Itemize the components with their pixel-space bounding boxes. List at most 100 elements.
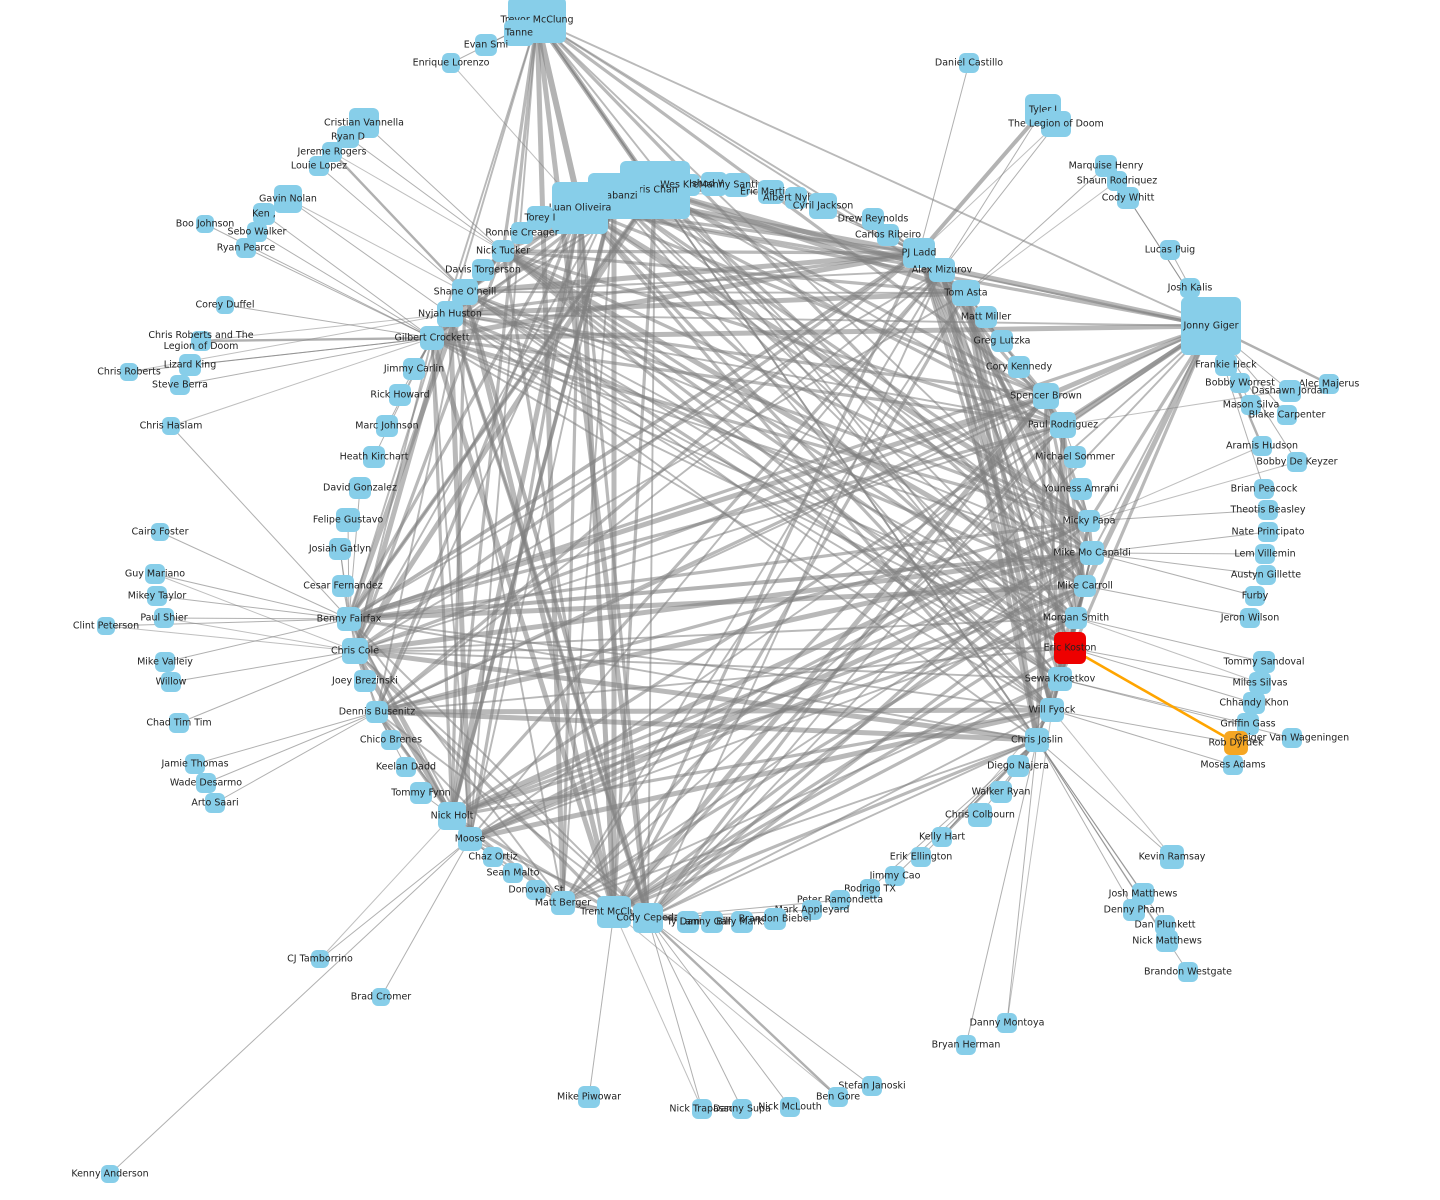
graph-node-paul-rodriguez[interactable] — [1050, 412, 1076, 438]
graph-node-theotis-beasley[interactable] — [1258, 500, 1278, 520]
graph-node-ken[interactable] — [253, 203, 275, 225]
graph-node-willow[interactable] — [161, 672, 181, 692]
graph-node-kelly-hart[interactable] — [932, 827, 952, 847]
graph-node-arto-saari[interactable] — [205, 793, 225, 813]
graph-node-griffin-gass[interactable] — [1237, 713, 1259, 735]
graph-node-geiger-van-wageningen[interactable] — [1282, 728, 1302, 748]
graph-node-nick-matthews[interactable] — [1156, 930, 1178, 952]
graph-node-cory-kennedy[interactable] — [1008, 356, 1030, 378]
graph-node-tom-asta[interactable] — [952, 280, 980, 306]
graph-node-matt-berger[interactable] — [551, 891, 575, 915]
graph-node-jamie-thomas[interactable] — [185, 754, 205, 774]
graph-node-sean-malto[interactable] — [503, 863, 523, 883]
graph-node-bobby-de-keyzer[interactable] — [1287, 452, 1307, 472]
graph-node-mike-mo-capaldi[interactable] — [1080, 541, 1104, 565]
graph-node-nick-trapasso[interactable] — [692, 1099, 712, 1119]
graph-node-sewa-kroetkov[interactable] — [1048, 667, 1072, 691]
graph-node-spencer-brown[interactable] — [1033, 383, 1059, 409]
graph-node-nate-principato[interactable] — [1258, 522, 1278, 542]
graph-node-blake-carpenter[interactable] — [1277, 405, 1297, 425]
graph-node-nick-holt[interactable] — [438, 802, 466, 830]
graph-node-davis-torgerson[interactable] — [472, 259, 494, 281]
graph-node-carlos-ribeiro[interactable] — [877, 224, 899, 246]
graph-node-eric-martinez[interactable] — [758, 180, 784, 204]
graph-node-aramis-hudson[interactable] — [1252, 436, 1272, 456]
graph-node-bryan-herman[interactable] — [956, 1035, 976, 1055]
graph-node-mike-carroll[interactable] — [1074, 575, 1096, 597]
graph-node-corey-duffel[interactable] — [216, 296, 234, 314]
graph-node-bobby-worrest[interactable] — [1230, 373, 1250, 393]
graph-node-guy-mariano[interactable] — [145, 564, 165, 584]
graph-node-jonny-giger[interactable] — [1181, 297, 1241, 355]
graph-node-tommy-fynn[interactable] — [410, 782, 432, 804]
graph-node-furby[interactable] — [1245, 586, 1265, 606]
graph-node-ben-gore[interactable] — [828, 1087, 848, 1107]
graph-node-chris-colbourn[interactable] — [968, 803, 992, 827]
graph-node-cody-cepeda[interactable] — [633, 903, 663, 933]
graph-node-mike-piwowar[interactable] — [578, 1086, 600, 1108]
graph-node-will-fyock[interactable] — [1040, 698, 1064, 722]
graph-node-evan-smi[interactable] — [475, 34, 497, 56]
graph-node-lem-villemin[interactable] — [1255, 544, 1275, 564]
graph-node-paul-shier[interactable] — [154, 608, 174, 628]
graph-node-joey-brezinski[interactable] — [354, 670, 376, 692]
graph-node-kevin-ramsay[interactable] — [1160, 845, 1184, 869]
graph-node-ronnie-creager[interactable] — [511, 222, 533, 244]
graph-node-benny-fairfax[interactable] — [337, 607, 361, 631]
graph-node-tanne[interactable] — [504, 20, 534, 46]
graph-node-david-gonzalez[interactable] — [349, 477, 371, 499]
graph-node-josh-kalis[interactable] — [1180, 278, 1200, 298]
graph-node-chris-joslin[interactable] — [1025, 728, 1049, 752]
graph-node-mike-valleiy[interactable] — [155, 652, 175, 672]
graph-node-rick-howard[interactable] — [389, 384, 411, 406]
graph-node-matt-miller[interactable] — [975, 306, 997, 328]
graph-node-mark-appleyard[interactable] — [802, 900, 822, 920]
graph-node-shane-o-neill[interactable] — [452, 279, 478, 305]
graph-node-erik-ellington[interactable] — [911, 847, 931, 867]
graph-node-wade-desarmo[interactable] — [196, 773, 216, 793]
graph-node-cesar-fernandez[interactable] — [332, 575, 354, 597]
graph-node-keelan-dadd[interactable] — [396, 757, 416, 777]
graph-node-alec-majerus[interactable] — [1319, 374, 1339, 394]
graph-node-diego-najera[interactable] — [1007, 755, 1029, 777]
graph-node-austyn-gillette[interactable] — [1256, 565, 1276, 585]
graph-node-chris-cole[interactable] — [342, 638, 368, 664]
graph-node-luan-oliveira[interactable] — [552, 182, 608, 234]
graph-node-ryan-d[interactable] — [337, 126, 359, 148]
graph-node-cairo-foster[interactable] — [151, 523, 169, 541]
graph-node-josiah-gatlyn[interactable] — [329, 538, 351, 560]
graph-node-brandon-westgate[interactable] — [1178, 962, 1198, 982]
graph-node-peter-ramondetta[interactable] — [830, 890, 850, 910]
graph-node-brandon-biebel[interactable] — [764, 908, 786, 930]
graph-node-chris-haslam[interactable] — [162, 417, 180, 435]
graph-node-ryan-pearce[interactable] — [236, 238, 256, 258]
graph-node-nick-tucker[interactable] — [492, 240, 514, 262]
graph-node-brad-cromer[interactable] — [372, 988, 390, 1006]
graph-node-enrique-lorenzo[interactable] — [442, 53, 460, 73]
graph-node-manny-santiago[interactable] — [724, 173, 750, 197]
graph-node-wes-kremer[interactable] — [678, 174, 700, 196]
graph-node-miles-silvas[interactable] — [1249, 672, 1271, 694]
graph-node-the-legion-of-doom[interactable] — [1041, 111, 1071, 137]
graph-node-lizard-king[interactable] — [179, 354, 201, 376]
graph-node-tommy-sandoval[interactable] — [1253, 651, 1275, 673]
graph-node-rodrigo-tx[interactable] — [860, 879, 880, 899]
graph-node-boo-johnson[interactable] — [196, 215, 214, 233]
graph-node-chad-tim-tim[interactable] — [169, 713, 189, 733]
graph-node-michael-sommer[interactable] — [1064, 446, 1086, 468]
graph-node-ty-lamm[interactable] — [677, 911, 699, 933]
graph-node-felipe-gustavo[interactable] — [336, 508, 360, 532]
graph-node-denny-pham[interactable] — [1123, 899, 1145, 921]
graph-node-louie-lopez[interactable] — [309, 156, 329, 176]
graph-node-eric-koston[interactable] — [1054, 632, 1086, 664]
graph-node-chhandy-khon[interactable] — [1243, 692, 1265, 714]
graph-node-daniel-castillo[interactable] — [959, 53, 979, 73]
graph-node-gavin-nolan[interactable] — [274, 185, 302, 213]
graph-node-dashawn-jordan[interactable] — [1279, 380, 1301, 402]
graph-node-rob-dyrdek[interactable] — [1224, 731, 1248, 755]
graph-node-albert-nyberg[interactable] — [785, 187, 807, 209]
graph-node-billy-marks[interactable] — [731, 911, 753, 933]
graph-node-brian-peacock[interactable] — [1254, 479, 1274, 499]
graph-node-nyjah-huston[interactable] — [437, 301, 463, 327]
graph-node-walker-ryan[interactable] — [990, 781, 1012, 803]
